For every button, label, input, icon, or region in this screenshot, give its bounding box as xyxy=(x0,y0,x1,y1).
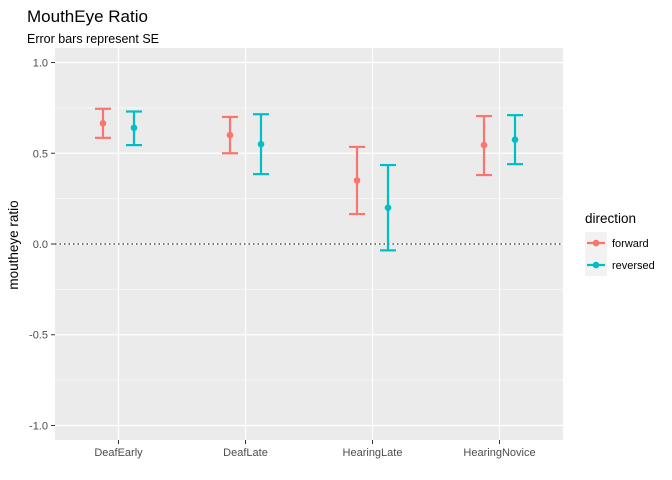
x-tick-label: DeafEarly xyxy=(94,447,143,459)
x-tick-label: DeafLate xyxy=(223,447,268,459)
y-tick-label: 0.5 xyxy=(33,148,48,160)
x-tick-label: HearingNovice xyxy=(463,447,535,459)
y-tick-label: -1.0 xyxy=(29,420,48,432)
y-tick-label: 0.0 xyxy=(33,239,48,251)
data-point xyxy=(384,204,392,212)
legend-title: direction xyxy=(585,211,636,226)
x-tick-label: HearingLate xyxy=(343,447,403,459)
chart-subtitle: Error bars represent SE xyxy=(27,32,159,46)
data-point xyxy=(226,131,234,139)
legend-key-point xyxy=(592,261,600,269)
legend-label-reversed: reversed xyxy=(612,260,655,272)
data-point xyxy=(353,177,361,184)
y-tick-label: 1.0 xyxy=(33,58,48,70)
y-tick-label: -0.5 xyxy=(29,330,48,342)
legend-label-forward: forward xyxy=(612,238,649,250)
data-point xyxy=(480,141,488,149)
data-point xyxy=(99,120,107,127)
chart-title: MouthEye Ratio xyxy=(27,7,148,26)
data-point xyxy=(511,136,519,143)
legend-key-point xyxy=(592,239,600,247)
data-point xyxy=(130,124,138,132)
data-point xyxy=(257,140,265,148)
y-axis-title: moutheye ratio xyxy=(6,200,21,289)
